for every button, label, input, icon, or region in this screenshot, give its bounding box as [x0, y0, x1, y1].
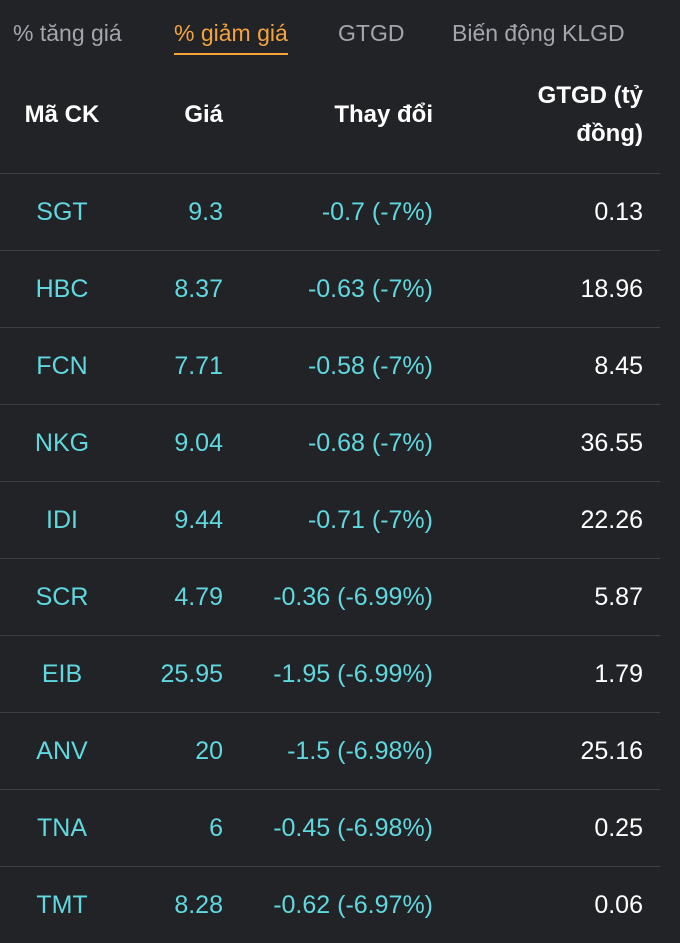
table-row[interactable]: SCR 4.79 -0.36 (-6.99%) 5.87: [0, 559, 660, 636]
header-value-line1: GTGD (tỷ: [537, 82, 643, 109]
table-row[interactable]: TNA 6 -0.45 (-6.98%) 0.25: [0, 790, 660, 867]
header-value: GTGD (tỷ đồng): [443, 77, 643, 153]
table-row[interactable]: EIB 25.95 -1.95 (-6.99%) 1.79: [0, 636, 660, 713]
stock-trading-value: 0.13: [594, 198, 643, 226]
header-code: Mã CK: [24, 101, 100, 128]
stock-price: 8.37: [174, 275, 223, 303]
stock-code[interactable]: TMT: [36, 891, 88, 919]
stock-code[interactable]: IDI: [46, 506, 78, 534]
tab-bar: % tăng giá % giảm giá GTGD Biến động KLG…: [0, 0, 680, 62]
stock-price: 9.04: [174, 429, 223, 457]
stock-price: 8.28: [174, 891, 223, 919]
stock-trading-value: 18.96: [580, 275, 643, 303]
stock-trading-value: 5.87: [594, 583, 643, 611]
table-row[interactable]: SGT 9.3 -0.7 (-7%) 0.13: [0, 174, 660, 251]
table-body: SGT 9.3 -0.7 (-7%) 0.13 HBC 8.37 -0.63 (-7%) 18…: [0, 174, 660, 943]
stock-trading-value: 22.26: [580, 506, 643, 534]
stock-price: 4.79: [174, 583, 223, 611]
stock-change: -0.63 (-7%): [307, 275, 433, 303]
tab-top-gainers[interactable]: % tăng giá: [13, 20, 122, 46]
stock-change: -0.58 (-7%): [307, 352, 433, 380]
stock-change: -0.45 (-6.98%): [273, 814, 433, 842]
stock-price: 25.95: [160, 660, 223, 688]
stock-trading-value: 0.25: [594, 814, 643, 842]
stock-code[interactable]: TNA: [37, 814, 87, 842]
table-row[interactable]: HBC 8.37 -0.63 (-7%) 18.96: [0, 251, 660, 328]
stock-code[interactable]: EIB: [41, 660, 83, 688]
tab-volume-change[interactable]: Biến động KLGD: [452, 20, 625, 46]
table-row[interactable]: FCN 7.71 -0.58 (-7%) 8.45: [0, 328, 660, 405]
header-change: Thay đổi: [334, 101, 433, 128]
stock-change: -1.5 (-6.98%): [287, 737, 433, 765]
stock-trading-value: 25.16: [580, 737, 643, 765]
table-row[interactable]: ANV 20 -1.5 (-6.98%) 25.16: [0, 713, 660, 790]
stock-trading-value: 36.55: [580, 429, 643, 457]
stock-change: -0.71 (-7%): [307, 506, 433, 534]
stock-code[interactable]: FCN: [36, 352, 88, 380]
stock-code[interactable]: HBC: [35, 275, 89, 303]
stock-change: -0.68 (-7%): [307, 429, 433, 457]
stock-change: -0.36 (-6.99%): [273, 583, 433, 611]
table-row[interactable]: TMT 8.28 -0.62 (-6.97%) 0.06: [0, 867, 660, 943]
stock-price: 7.71: [174, 352, 223, 380]
stock-change: -0.62 (-6.97%): [273, 891, 433, 919]
tab-trading-value[interactable]: GTGD: [338, 20, 405, 46]
stock-change: -1.95 (-6.99%): [273, 660, 433, 688]
stock-trading-value: 8.45: [594, 352, 643, 380]
table-row[interactable]: NKG 9.04 -0.68 (-7%) 36.55: [0, 405, 660, 482]
stock-change: -0.7 (-7%): [321, 198, 433, 226]
stock-price: 9.3: [188, 198, 223, 226]
header-value-line2: đồng): [576, 120, 643, 147]
table-row[interactable]: IDI 9.44 -0.71 (-7%) 22.26: [0, 482, 660, 559]
stock-price: 6: [209, 814, 223, 842]
stock-code[interactable]: NKG: [34, 429, 90, 457]
stock-trading-value: 0.06: [594, 891, 643, 919]
table-header: Mã CK Giá Thay đổi GTGD (tỷ đồng): [0, 62, 660, 174]
stock-price: 20: [195, 737, 223, 765]
stock-code[interactable]: SGT: [36, 198, 88, 226]
stock-code[interactable]: SCR: [35, 583, 89, 611]
stock-price: 9.44: [174, 506, 223, 534]
stock-trading-value: 1.79: [594, 660, 643, 688]
stock-code[interactable]: ANV: [36, 737, 88, 765]
tab-top-losers[interactable]: % giảm giá: [174, 20, 288, 55]
header-price: Giá: [184, 101, 223, 128]
